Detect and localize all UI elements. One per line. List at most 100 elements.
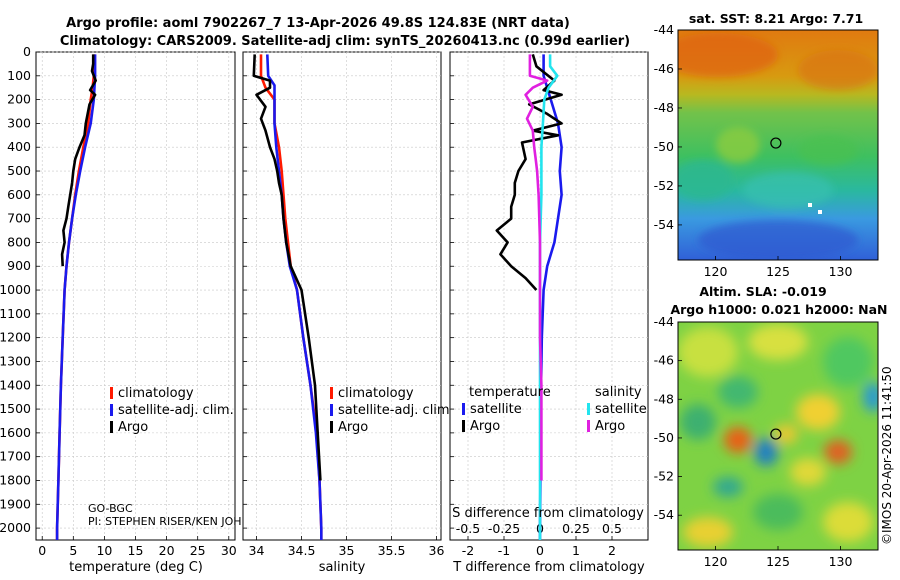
salinity-axes-frame [242,51,442,541]
y-tick-label: 1700 [0,449,31,464]
y-tick-label: 600 [7,187,31,202]
map-x-tick-label: 125 [766,264,790,279]
y-tick-label: 900 [7,258,31,273]
legend-climatology-swatch [330,387,333,399]
legend-s-satellite-swatch [587,403,590,415]
temperature-legend: climatology satellite-adj. clim. Argo [110,386,234,435]
map-y-tick-label: -54 [654,217,674,232]
map-y-tick-label: -44 [654,314,674,329]
legend-t-satellite-label: satellite [470,402,522,417]
series-line-argo [60,54,97,267]
series-line-argo [252,54,322,481]
legend-title-salinity: salinity [595,385,642,400]
sla-map-panel: Altim. SLA: -0.019 Argo h1000: 0.021 h20… [654,284,888,569]
sla-blob [753,494,803,530]
sla-blob [713,477,743,497]
legend-title-temperature: temperature [469,385,551,400]
x-tick-label: 36 [429,543,445,558]
legend-argo-swatch [330,421,333,433]
map-x-tick-label: 130 [829,264,853,279]
map-y-tick-label: -52 [654,178,674,193]
sst-heatmap [678,30,878,260]
x-tick-label: 34 [249,543,265,558]
y-tick-label: 700 [7,211,31,226]
title-line1: Argo profile: aoml 7902267_7 13-Apr-2026… [66,16,570,31]
y-tick-label: 1600 [0,425,31,440]
sla-map-title-line2: Argo h1000: 0.021 h2000: NaN [670,302,887,317]
difference-series [495,54,563,540]
legend-s-satellite-label: satellite [595,402,647,417]
x-tick-label: 35.5 [378,543,406,558]
x-tick-label: 0 [38,543,46,558]
sst-eddy [698,220,858,260]
difference-xlabel: T difference from climatology [452,560,645,575]
y-tick-label: 1400 [0,377,31,392]
sla-blob [678,327,738,377]
s-tick-label: 0.5 [602,521,622,536]
y-tick-label: 100 [7,68,31,83]
sla-blob [823,502,873,542]
sst-eddy [798,135,858,165]
x-tick-label: -2 [462,543,474,558]
legend-satellite-label: satellite-adj. clim. [338,403,454,418]
s-tick-label: 0.25 [562,521,590,536]
sla-blob [863,382,878,412]
difference-panel: -2 -1 0 1 2-0.5 -0.25 0 0.25 0.5 T difference fr… [449,51,649,575]
s-tick-label: -0.25 [488,521,520,536]
map-y-tick-label: -48 [654,391,674,406]
map-x-tick-label: 125 [766,554,790,569]
sst-warm-patch [678,33,778,77]
sst-cloud-pixel [818,210,822,214]
temperature-series [55,54,97,540]
x-tick-label: 25 [190,543,206,558]
legend-t-argo-swatch [462,420,465,432]
x-tick-label: 5 [69,543,77,558]
y-tick-label: 1300 [0,353,31,368]
map-x-tick-label: 120 [704,554,728,569]
legend-s-argo-swatch [587,420,590,432]
sst-map-panel: sat. SST: 8.21 Argo: 7.71 [654,11,879,279]
legend-climatology-swatch [110,387,113,399]
temperature-panel: 0100200300400500600700800900100011001200… [0,44,250,575]
map-y-tick-label: -50 [654,430,674,445]
difference-xlabel-top: S difference from climatology [452,506,644,521]
salinity-grid [243,51,441,540]
y-tick-label: 800 [7,234,31,249]
sla-blob [754,438,778,466]
salinity-panel: 34 34.5 35 35.5 36 salinity climatology sate… [242,51,454,575]
temperature-grid [36,51,235,540]
legend-t-argo-label: Argo [470,419,500,434]
y-tick-label: 500 [7,163,31,178]
y-tick-label: 2000 [0,520,31,535]
x-tick-label: 35 [339,543,355,558]
map-y-tick-label: -46 [654,353,674,368]
y-tick-label: 1800 [0,472,31,487]
sst-cloud-pixel [808,203,812,207]
legend-satellite-swatch [330,404,333,416]
map-y-tick-label: -50 [654,139,674,154]
temperature-ticks: 0100200300400500600700800900100011001200… [0,44,237,558]
sla-blob [774,424,798,444]
legend-argo-swatch [110,421,113,433]
x-tick-label: 0 [536,543,544,558]
sst-map-ticks: 120 125 130 -44 -46 -48 -50 -52 -54 [654,22,853,279]
legend-satellite-label: satellite-adj. clim. [118,403,234,418]
map-y-tick-label: -52 [654,469,674,484]
sla-blob [796,394,840,430]
x-tick-label: 1 [572,543,580,558]
sst-argo-location-marker [770,137,782,149]
series-line-satellite [538,54,559,540]
sla-argo-location-marker [770,428,782,440]
sla-blob [823,337,873,387]
temperature-xlabel: temperature (deg C) [69,560,203,575]
map-x-tick-label: 120 [704,264,728,279]
title-line2: Climatology: CARS2009. Satellite-adj cli… [60,34,630,49]
salinity-legend: climatology satellite-adj. clim. Argo [330,386,454,435]
sla-blob [748,324,808,360]
map-y-tick-label: -44 [654,22,674,37]
sst-map-title: sat. SST: 8.21 Argo: 7.71 [689,11,863,26]
x-tick-label: 15 [128,543,144,558]
legend-climatology-label: climatology [118,386,194,401]
sla-blob [718,376,758,408]
